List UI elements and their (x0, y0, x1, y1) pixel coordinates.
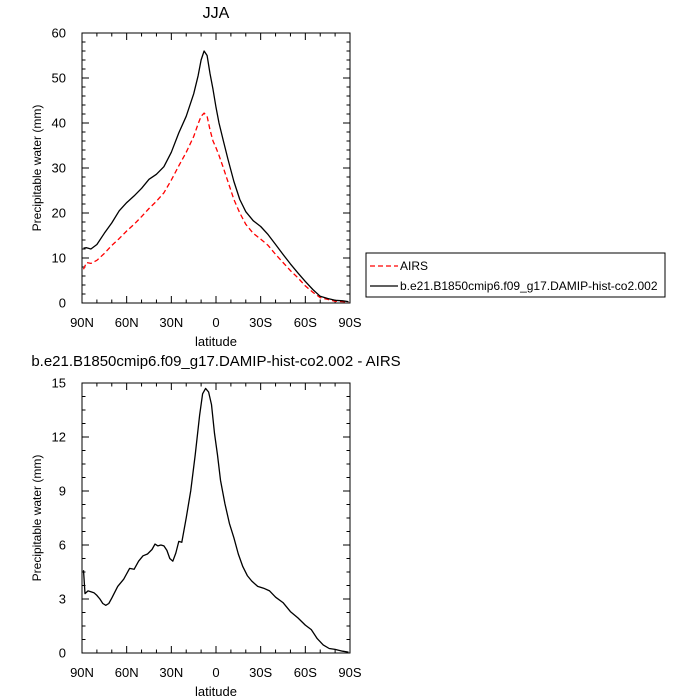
bottom-xtick-label: 90S (338, 665, 361, 680)
bottom-series-line-0 (82, 387, 349, 653)
top-xtick-label: 0 (212, 315, 219, 330)
top-ytick-label: 40 (52, 116, 66, 131)
legend-label-airs: AIRS (400, 259, 428, 273)
top-xaxis-label: latitude (195, 334, 237, 349)
top-ytick-label: 50 (52, 71, 66, 86)
bottom-ytick-label: 15 (52, 376, 66, 391)
bottom-plot-area: 90N 60N 30N 0 30S 60S 90S 0 3 6 9 12 15 (52, 376, 362, 681)
bottom-xtick-label: 30N (159, 665, 183, 680)
bottom-ytick-label: 6 (59, 538, 66, 553)
top-xtick-label: 30N (159, 315, 183, 330)
top-series-line-1 (83, 50, 349, 303)
bottom-ytick-label: 12 (52, 430, 66, 445)
panel-bottom: b.e21.B1850cmip6.f09_g17.DAMIP-hist-co2.… (30, 353, 401, 699)
bottom-xaxis-label: latitude (195, 684, 237, 699)
top-xtick-label: 90N (70, 315, 94, 330)
top-yaxis-label: Precipitable water (mm) (30, 105, 44, 232)
top-ytick-label: 60 (52, 26, 66, 41)
top-xtick-label: 90S (338, 315, 361, 330)
bottom-xtick-label: 90N (70, 665, 94, 680)
bottom-ytick-label: 3 (59, 592, 66, 607)
top-series-line-0 (82, 112, 349, 303)
bottom-xtick-label: 0 (212, 665, 219, 680)
bottom-plot-frame (81, 382, 351, 654)
bottom-xtick-label: 60N (115, 665, 139, 680)
top-ytick-label: 20 (52, 206, 66, 221)
legend-label-model: b.e21.B1850cmip6.f09_g17.DAMIP-hist-co2.… (400, 279, 658, 293)
top-plot-area: 90N 60N 30N 0 30S 60S 90S 0 10 20 30 40 50 60 (52, 26, 362, 331)
top-ytick-label: 30 (52, 161, 66, 176)
legend: AIRS b.e21.B1850cmip6.f09_g17.DAMIP-hist… (365, 252, 666, 298)
top-xtick-label: 60N (115, 315, 139, 330)
top-xtick-label: 30S (249, 315, 272, 330)
bottom-ytick-label: 9 (59, 484, 66, 499)
top-ytick-label: 0 (59, 296, 66, 311)
legend-box (365, 252, 666, 298)
top-ytick-label: 10 (52, 251, 66, 266)
bottom-chart-title: b.e21.B1850cmip6.f09_g17.DAMIP-hist-co2.… (31, 353, 400, 370)
bottom-xtick-label: 60S (294, 665, 317, 680)
bottom-ytick-label: 0 (59, 646, 66, 661)
panel-top: JJA 90N 60N 30N 0 30S 60S 90S 0 10 20 30 40 50 60 lat… (30, 5, 362, 349)
top-xtick-label: 60S (294, 315, 317, 330)
bottom-xtick-label: 30S (249, 665, 272, 680)
bottom-yaxis-label: Precipitable water (mm) (30, 455, 44, 582)
top-chart-title: JJA (203, 5, 230, 22)
top-plot-frame (81, 32, 351, 304)
